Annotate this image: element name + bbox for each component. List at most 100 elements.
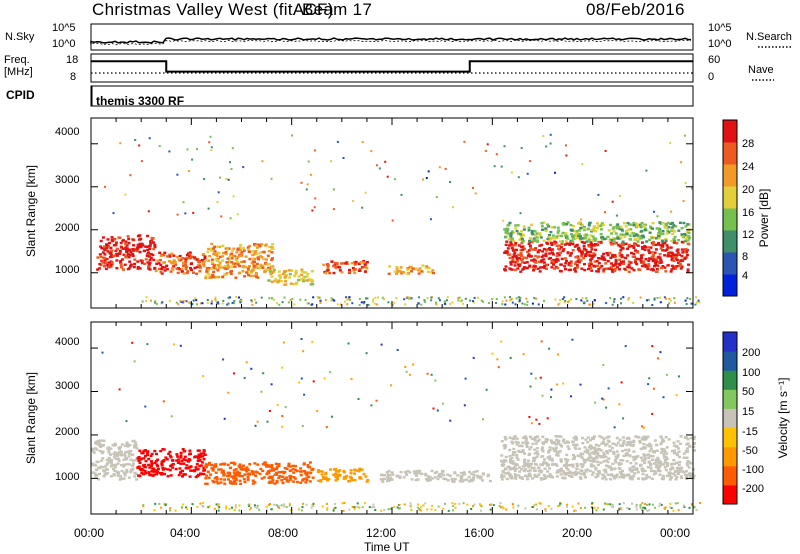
data-cell: [283, 270, 287, 273]
data-cell: [529, 246, 533, 250]
data-cell: [619, 459, 623, 462]
data-cell: [309, 283, 313, 286]
data-cell: [679, 259, 683, 262]
data-cell: [631, 444, 635, 447]
data-cell: [554, 448, 557, 451]
near-range-cell: [317, 297, 320, 300]
data-cell: [251, 250, 255, 253]
data-cell: [223, 267, 227, 270]
data-cell: [632, 474, 636, 478]
data-cell: [631, 465, 635, 469]
sparse-cell: [528, 416, 531, 418]
data-cell: [285, 479, 289, 482]
data-cell: [107, 446, 111, 449]
data-cell: [186, 270, 190, 273]
data-cell: [551, 447, 555, 450]
data-cell: [131, 253, 135, 256]
data-cell: [239, 244, 243, 247]
data-cell: [627, 448, 631, 451]
data-cell: [664, 468, 668, 472]
data-cell: [332, 473, 336, 476]
data-cell: [114, 457, 118, 461]
data-cell: [126, 267, 130, 271]
data-cell: [214, 471, 218, 474]
near-range-cell: [659, 296, 662, 299]
data-cell: [120, 443, 124, 446]
data-cell: [536, 466, 540, 470]
data-cell: [687, 237, 691, 240]
data-cell: [115, 470, 119, 473]
data-cell: [575, 464, 579, 467]
data-cell: [582, 241, 586, 244]
data-cell: [147, 263, 151, 266]
data-cell: [103, 257, 107, 260]
data-cell: [521, 268, 525, 271]
data-cell: [533, 448, 537, 451]
data-cell: [125, 250, 129, 254]
data-cell: [216, 482, 220, 485]
data-cell: [147, 457, 151, 461]
data-cell: [548, 467, 551, 470]
data-cell: [171, 466, 175, 469]
sparse-cell: [485, 388, 488, 391]
near-range-cell: [685, 303, 688, 305]
data-cell: [626, 221, 630, 225]
data-cell: [658, 465, 661, 468]
data-cell: [330, 260, 334, 263]
velocity-ytick-4000: 4000: [55, 336, 80, 348]
data-cell: [619, 262, 623, 265]
velocity-ytick-2000: 2000: [55, 426, 80, 438]
near-range-cell: [387, 301, 390, 304]
data-cell: [215, 477, 219, 481]
data-cell: [306, 272, 310, 276]
data-cell: [609, 267, 613, 270]
data-cell: [263, 461, 267, 464]
data-cell: [251, 479, 255, 482]
data-cell: [602, 451, 606, 455]
near-range-cell: [537, 303, 540, 306]
data-cell: [564, 234, 568, 237]
data-cell: [526, 464, 530, 467]
data-cell: [285, 476, 289, 479]
data-cell: [654, 472, 658, 475]
data-cell: [535, 236, 539, 239]
xtick-6: 00:00: [660, 526, 691, 540]
data-cell: [681, 235, 685, 239]
data-cell: [640, 230, 643, 233]
data-cell: [608, 239, 612, 243]
data-cell: [627, 245, 631, 248]
sparse-cell: [615, 214, 618, 217]
data-cell: [601, 236, 604, 240]
data-cell: [683, 436, 687, 439]
data-cell: [247, 273, 250, 277]
data-cell: [663, 254, 667, 257]
sparse-cell: [432, 407, 435, 410]
data-cell: [514, 463, 518, 466]
data-cell: [670, 257, 674, 260]
data-cell: [610, 239, 614, 242]
data-cell: [548, 234, 551, 237]
data-cell: [248, 244, 252, 248]
data-cell: [146, 234, 150, 238]
data-cell: [684, 473, 687, 477]
data-cell: [479, 477, 483, 480]
velocity-panel-frame: [90, 321, 694, 515]
colorbar-segment: [723, 208, 737, 231]
data-cell: [599, 454, 603, 458]
velocity-cbar-tick-neg15: -15: [742, 426, 758, 438]
data-cell: [250, 270, 254, 273]
data-cell: [683, 233, 686, 236]
near-range-cell: [648, 509, 651, 512]
data-cell: [322, 263, 326, 266]
data-cell: [278, 274, 282, 278]
data-cell: [525, 256, 529, 260]
near-range-cell: [269, 503, 271, 505]
near-range-cell: [393, 301, 396, 304]
data-cell: [241, 270, 245, 273]
data-cell: [99, 445, 102, 448]
data-cell: [687, 229, 690, 232]
data-cell: [523, 435, 527, 438]
data-cell: [267, 263, 271, 266]
data-cell: [453, 477, 457, 481]
data-cell: [112, 238, 116, 241]
